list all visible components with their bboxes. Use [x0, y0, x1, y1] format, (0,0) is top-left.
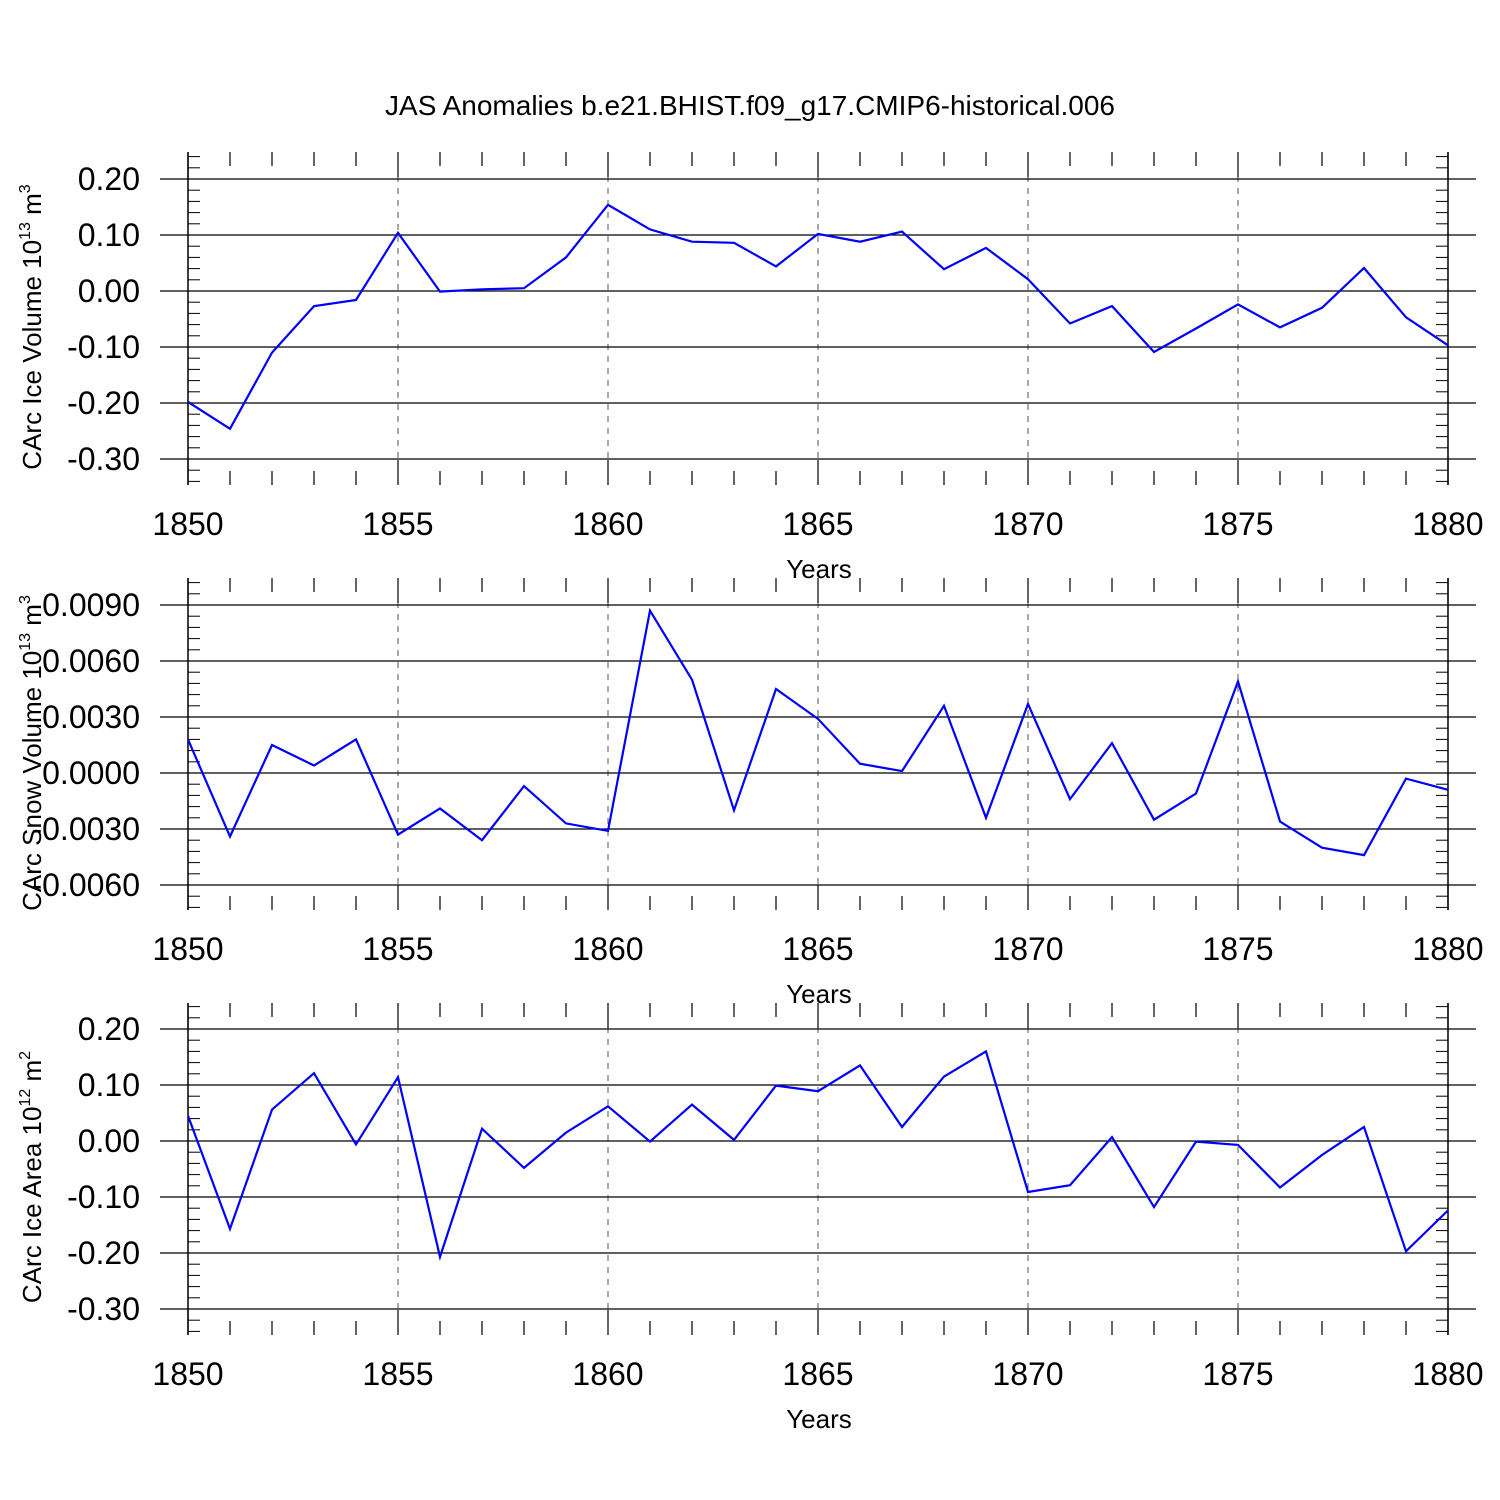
y-tick-label: -0.10 [67, 1179, 140, 1215]
y-tick-label: 0.10 [78, 217, 140, 253]
y-tick-label: -0.0060 [31, 867, 140, 903]
y-tick-label: 0.0060 [42, 643, 140, 679]
y-axis-title: CArc Ice Volume 1013 m3 [17, 184, 47, 469]
y-tick-label: 0.10 [78, 1067, 140, 1103]
y-tick-label: -0.20 [67, 385, 140, 421]
x-tick-label: 1875 [1202, 931, 1273, 967]
x-tick-label: 1865 [782, 506, 853, 542]
y-tick-label: 0.00 [78, 273, 140, 309]
x-tick-label: 1880 [1412, 1356, 1483, 1392]
y-tick-label: -0.30 [67, 1291, 140, 1327]
y-tick-label: 0.20 [78, 1011, 140, 1047]
y-axis-title: CArc Ice Area 1012 m2 [17, 1051, 47, 1303]
x-tick-label: 1850 [152, 506, 223, 542]
y-axis-title: CArc Snow Volume 1013 m3 [17, 595, 47, 911]
panel-snow: -0.0060 -0.0030 0.0000 0.0030 0.0060 0.0090 18… [17, 578, 1484, 1009]
x-tick-label: 1880 [1412, 931, 1483, 967]
y-tick-label: -0.20 [67, 1235, 140, 1271]
panel-area: -0.30 -0.20 -0.10 0.00 0.10 0.20 1850 1855 1860 1… [17, 1003, 1484, 1434]
x-tick-label: 1865 [782, 931, 853, 967]
x-tick-label: 1855 [362, 1356, 433, 1392]
x-tick-label: 1875 [1202, 1356, 1273, 1392]
x-tick-label: 1855 [362, 506, 433, 542]
y-tick-label: -0.30 [67, 441, 140, 477]
x-tick-label: 1860 [572, 1356, 643, 1392]
x-tick-label: 1850 [152, 1356, 223, 1392]
x-tick-label: 1860 [572, 506, 643, 542]
x-tick-label: 1865 [782, 1356, 853, 1392]
x-tick-label: 1880 [1412, 506, 1483, 542]
y-tick-label: 0.0030 [42, 699, 140, 735]
y-tick-label: 0.00 [78, 1123, 140, 1159]
x-tick-label: 1855 [362, 931, 433, 967]
x-tick-label: 1870 [992, 931, 1063, 967]
y-tick-label: -0.10 [67, 329, 140, 365]
y-tick-label: -0.0030 [31, 811, 140, 847]
panels: -0.30 -0.20 -0.10 0.00 0.10 0.20 1850 1855 1860 1… [17, 152, 1484, 1434]
x-axis-title: Years [786, 979, 852, 1009]
y-tick-label: 0.0000 [42, 755, 140, 791]
y-tick-label: 0.20 [78, 161, 140, 197]
x-axis-title: Years [786, 554, 852, 584]
x-tick-label: 1870 [992, 1356, 1063, 1392]
x-tick-label: 1875 [1202, 506, 1273, 542]
x-tick-label: 1850 [152, 931, 223, 967]
x-tick-label: 1860 [572, 931, 643, 967]
panel-volume: -0.30 -0.20 -0.10 0.00 0.10 0.20 1850 1855 1860 1… [17, 152, 1484, 584]
x-tick-label: 1870 [992, 506, 1063, 542]
figure-title: JAS Anomalies b.e21.BHIST.f09_g17.CMIP6-… [385, 90, 1115, 121]
x-axis-title: Years [786, 1404, 852, 1434]
y-tick-label: 0.0090 [42, 587, 140, 623]
